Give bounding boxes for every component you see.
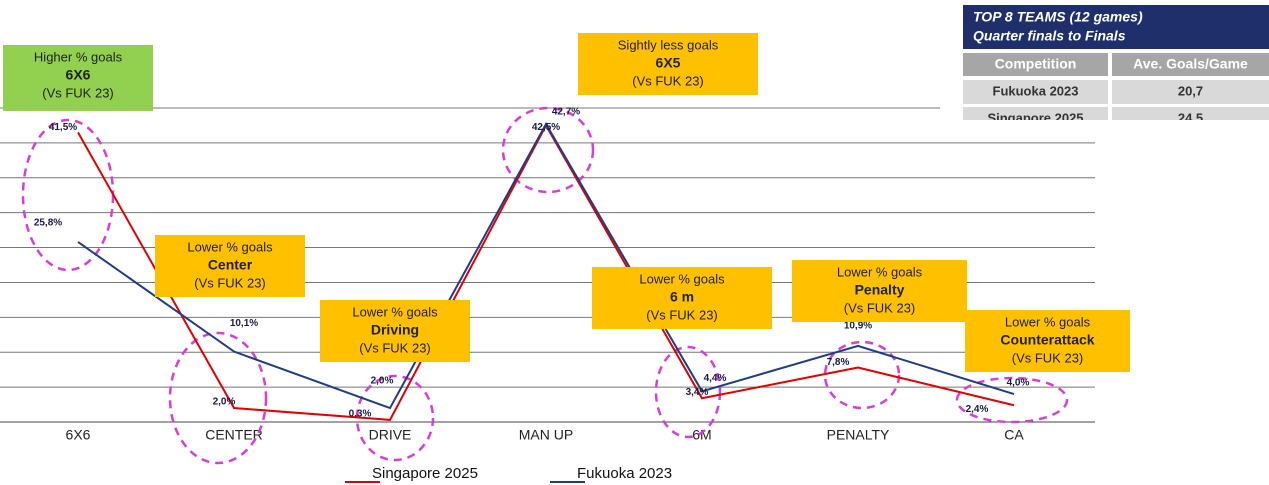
x-tick-label: MAN UP — [519, 427, 573, 443]
annotation-text: Lower % goals — [187, 239, 273, 254]
annotation-text: Driving — [371, 322, 419, 338]
legend-label: Fukuoka 2023 — [577, 465, 672, 482]
table-header: Competition — [995, 56, 1077, 72]
data-label: 10,9% — [844, 321, 872, 332]
series-line — [77, 122, 1015, 410]
annotation-text: 6 m — [670, 289, 694, 305]
annotation-text: Penalty — [855, 282, 905, 298]
highlight-ellipse — [355, 374, 435, 462]
legend-label: Singapore 2025 — [372, 465, 478, 482]
table-cell: Fukuoka 2023 — [993, 83, 1079, 98]
data-label: 2,0% — [213, 397, 236, 408]
table-header-bg — [1112, 53, 1269, 76]
highlight-ellipse — [168, 331, 268, 465]
annotation-text: (Vs FUK 23) — [194, 275, 266, 290]
data-label: 10,1% — [230, 318, 258, 329]
table-cell-bg — [1112, 107, 1269, 120]
table-cell-bg — [963, 107, 1108, 120]
annotation-text: Sightly less goals — [618, 37, 719, 52]
highlight-ellipse — [955, 376, 1069, 424]
annotation-text: (Vs FUK 23) — [632, 73, 704, 88]
annotation-text: Lower % goals — [1005, 314, 1091, 329]
highlight-ellipse — [823, 340, 901, 410]
table-cell-bg — [1112, 80, 1269, 104]
table-subtitle: Quarter finals to Finals — [973, 28, 1126, 44]
data-label: 4,0% — [1007, 378, 1030, 389]
annotation-text: 6X6 — [66, 67, 91, 83]
data-label: 0,3% — [349, 409, 372, 420]
x-tick-label: CENTER — [205, 427, 263, 443]
highlight-ellipse — [654, 345, 722, 439]
x-tick-label: 6M — [692, 427, 711, 443]
annotation-text: Lower % goals — [639, 271, 725, 286]
annotation-box — [965, 310, 1130, 372]
data-label: 41,5% — [49, 122, 77, 133]
data-label: 42,5% — [532, 122, 560, 133]
table-cell: 20,7 — [1178, 83, 1203, 98]
data-label: 7,8% — [827, 357, 850, 368]
annotation-text: Lower % goals — [352, 304, 438, 319]
annotation-text: (Vs FUK 23) — [646, 307, 718, 322]
x-tick-label: PENALTY — [827, 427, 890, 443]
data-label: 42,7% — [552, 107, 580, 118]
table-title: TOP 8 TEAMS (12 games) — [973, 9, 1143, 25]
annotation-text: (Vs FUK 23) — [844, 300, 916, 315]
annotation-box — [792, 260, 967, 322]
x-tick-label: CA — [1004, 427, 1024, 443]
annotation-text: Center — [208, 257, 253, 273]
x-tick-label: 6X6 — [66, 427, 91, 443]
highlight-ellipse — [501, 106, 595, 194]
annotation-box — [320, 300, 470, 362]
annotation-text: (Vs FUK 23) — [42, 85, 114, 100]
summary-table: TOP 8 TEAMS (12 games) Quarter finals to … — [963, 5, 1269, 125]
annotation-box — [592, 267, 772, 329]
table-cell-bg — [963, 80, 1108, 104]
data-label: 25,8% — [34, 218, 62, 229]
table-header-bg — [963, 53, 1108, 76]
annotation-box — [155, 235, 305, 297]
annotation-text: Higher % goals — [34, 49, 123, 64]
data-label: 2,0% — [371, 376, 394, 387]
data-label: 4,4% — [704, 373, 727, 384]
annotation-text: Lower % goals — [837, 264, 923, 279]
annotation-text: Counterattack — [1000, 332, 1094, 348]
data-label: 2,4% — [966, 404, 989, 415]
annotation-text: (Vs FUK 23) — [1012, 350, 1084, 365]
annotation-box — [3, 45, 153, 111]
annotation-text: 6X5 — [656, 55, 681, 71]
x-tick-label: DRIVE — [369, 427, 412, 443]
table-header: Ave. Goals/Game — [1133, 56, 1248, 72]
annotation-box — [578, 33, 758, 95]
table-cell: 24,5 — [1178, 110, 1203, 125]
data-label: 3,4% — [686, 387, 709, 398]
table-title-bg — [963, 5, 1269, 49]
table-cell: Singapore 2025 — [987, 110, 1083, 125]
annotation-text: (Vs FUK 23) — [359, 340, 431, 355]
